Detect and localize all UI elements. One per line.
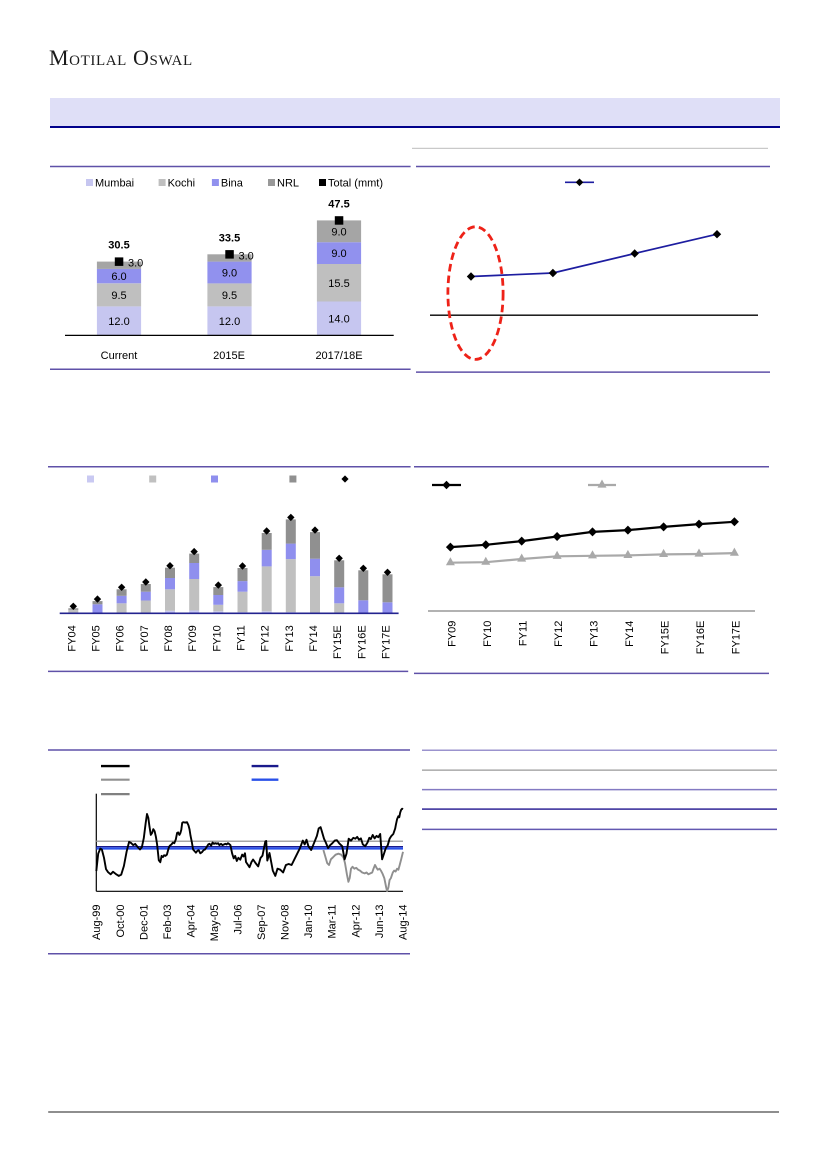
svg-text:15.5: 15.5 — [328, 278, 349, 290]
svg-text:FY15E: FY15E — [332, 625, 344, 659]
svg-text:FY09: FY09 — [187, 625, 199, 651]
svg-text:Total (mmt): Total (mmt) — [328, 178, 383, 190]
svg-text:FY17E: FY17E — [381, 625, 393, 659]
svg-text:2017/18E: 2017/18E — [315, 350, 362, 362]
svg-text:Sep-07: Sep-07 — [256, 905, 268, 940]
svg-text:9.0: 9.0 — [331, 226, 346, 238]
svg-text:FY13: FY13 — [284, 625, 296, 651]
svg-text:Jan-10: Jan-10 — [303, 905, 315, 939]
svg-text:FY04: FY04 — [66, 625, 78, 651]
svg-text:Aug-99: Aug-99 — [91, 905, 103, 940]
svg-text:FY13: FY13 — [589, 621, 601, 647]
svg-text:Mumbai: Mumbai — [95, 178, 134, 190]
svg-text:9.0: 9.0 — [331, 248, 346, 260]
svg-text:Dec-01: Dec-01 — [138, 905, 150, 940]
svg-text:3.0: 3.0 — [128, 258, 143, 270]
svg-text:Kochi: Kochi — [168, 178, 196, 190]
svg-text:Apr-12: Apr-12 — [350, 905, 362, 938]
svg-text:Oct-00: Oct-00 — [115, 905, 127, 938]
svg-text:2015E: 2015E — [213, 350, 245, 362]
svg-text:9.5: 9.5 — [111, 290, 126, 302]
svg-text:May-05: May-05 — [209, 905, 221, 942]
svg-text:Current: Current — [101, 350, 138, 362]
svg-text:FY12: FY12 — [260, 625, 272, 651]
svg-text:Nov-08: Nov-08 — [280, 905, 292, 940]
svg-text:FY14: FY14 — [624, 621, 636, 647]
svg-text:FY14: FY14 — [308, 625, 320, 651]
svg-text:FY07: FY07 — [139, 625, 151, 651]
svg-text:12.0: 12.0 — [219, 316, 240, 328]
svg-text:FY10: FY10 — [211, 625, 223, 651]
svg-text:47.5: 47.5 — [328, 198, 349, 210]
svg-text:33.5: 33.5 — [219, 232, 240, 244]
svg-text:9.0: 9.0 — [222, 267, 237, 279]
svg-text:Jun-13: Jun-13 — [374, 905, 386, 939]
svg-text:Mar-11: Mar-11 — [327, 905, 339, 939]
svg-text:3.0: 3.0 — [239, 250, 254, 262]
svg-text:FY15E: FY15E — [660, 621, 672, 655]
svg-text:Feb-03: Feb-03 — [162, 905, 174, 940]
svg-text:6.0: 6.0 — [111, 271, 126, 283]
svg-text:FY06: FY06 — [115, 625, 127, 651]
svg-text:Bina: Bina — [221, 178, 244, 190]
svg-text:FY16E: FY16E — [695, 621, 707, 655]
svg-text:FY08: FY08 — [163, 625, 175, 651]
svg-text:FY17E: FY17E — [730, 621, 742, 655]
svg-text:Aug-14: Aug-14 — [397, 905, 409, 940]
svg-text:FY10: FY10 — [482, 621, 494, 647]
svg-text:Jul-06: Jul-06 — [233, 905, 245, 935]
svg-text:FY11: FY11 — [235, 625, 247, 650]
svg-text:12.0: 12.0 — [108, 316, 129, 328]
svg-text:14.0: 14.0 — [328, 313, 349, 325]
svg-text:FY16E: FY16E — [356, 625, 368, 659]
svg-text:FY12: FY12 — [553, 621, 565, 647]
svg-text:Apr-04: Apr-04 — [185, 905, 197, 938]
svg-text:FY09: FY09 — [446, 621, 458, 647]
svg-text:NRL: NRL — [277, 178, 299, 190]
svg-text:FY11: FY11 — [518, 621, 530, 646]
svg-text:30.5: 30.5 — [108, 240, 129, 252]
svg-text:9.5: 9.5 — [222, 290, 237, 302]
svg-text:FY05: FY05 — [90, 625, 102, 651]
